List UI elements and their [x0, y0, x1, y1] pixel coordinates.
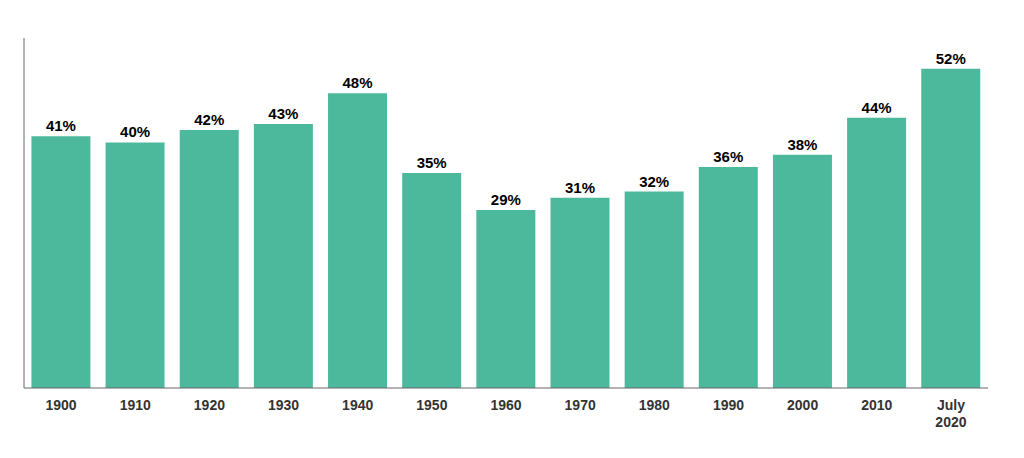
svg-text:52%: 52% — [936, 50, 966, 67]
svg-text:48%: 48% — [343, 74, 373, 91]
svg-text:44%: 44% — [862, 99, 892, 116]
svg-text:40%: 40% — [120, 123, 150, 140]
svg-text:43%: 43% — [268, 105, 298, 122]
svg-text:2010: 2010 — [861, 397, 892, 413]
svg-text:29%: 29% — [491, 191, 521, 208]
svg-text:1990: 1990 — [713, 397, 744, 413]
svg-text:35%: 35% — [417, 154, 447, 171]
svg-text:31%: 31% — [565, 179, 595, 196]
svg-text:2000: 2000 — [787, 397, 818, 413]
svg-text:1940: 1940 — [342, 397, 373, 413]
svg-text:1920: 1920 — [194, 397, 225, 413]
svg-text:1970: 1970 — [565, 397, 596, 413]
svg-text:1900: 1900 — [45, 397, 76, 413]
svg-text:1980: 1980 — [639, 397, 670, 413]
svg-text:42%: 42% — [194, 111, 224, 128]
svg-text:1930: 1930 — [268, 397, 299, 413]
svg-text:32%: 32% — [639, 173, 669, 190]
svg-text:July2020: July2020 — [935, 397, 966, 430]
svg-text:38%: 38% — [787, 136, 817, 153]
svg-text:1960: 1960 — [490, 397, 521, 413]
svg-text:41%: 41% — [46, 117, 76, 134]
svg-text:36%: 36% — [713, 148, 743, 165]
svg-text:1950: 1950 — [416, 397, 447, 413]
svg-text:1910: 1910 — [120, 397, 151, 413]
